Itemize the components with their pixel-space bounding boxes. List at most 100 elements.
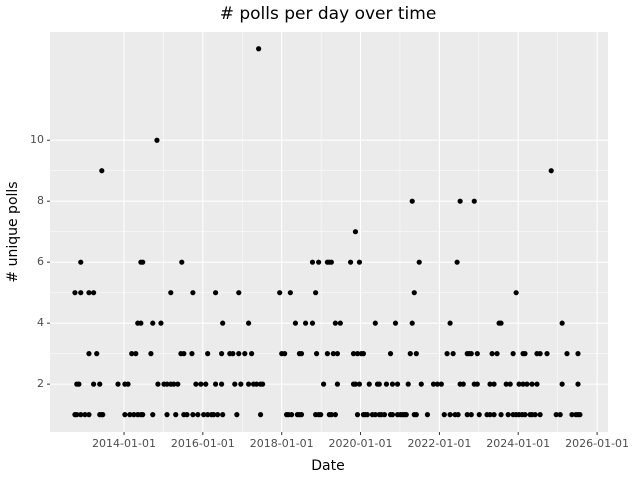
point [334, 381, 341, 387]
point [154, 137, 160, 143]
point [430, 381, 437, 387]
point [522, 351, 528, 357]
point [138, 320, 144, 326]
point [372, 412, 378, 418]
point [476, 412, 482, 418]
point [190, 290, 196, 296]
x-tick-label: 2016-01-01 [171, 437, 235, 450]
point [257, 412, 264, 418]
point [352, 229, 359, 235]
point [298, 351, 305, 357]
point [524, 381, 530, 387]
point [91, 381, 97, 387]
point [510, 351, 516, 357]
x-tick-label: 2014-01-01 [92, 437, 156, 450]
point [347, 259, 354, 265]
point [520, 381, 526, 387]
point [288, 412, 295, 418]
point [78, 412, 84, 418]
point [498, 320, 504, 326]
point [164, 381, 170, 387]
point [125, 381, 131, 387]
point [468, 351, 474, 357]
point [230, 351, 236, 357]
point [575, 351, 581, 357]
x-axis-label: Date [311, 458, 344, 474]
point [313, 351, 320, 357]
point [133, 351, 139, 357]
point [503, 381, 509, 387]
point [282, 351, 288, 357]
x-tick-label: 2026-01-01 [565, 437, 629, 450]
point [220, 320, 226, 326]
point [140, 412, 146, 418]
point [203, 381, 209, 387]
point [94, 351, 100, 357]
point [97, 381, 103, 387]
point [569, 412, 575, 418]
point [381, 412, 388, 418]
point [193, 381, 199, 387]
point [409, 198, 415, 204]
point [287, 290, 293, 296]
point [260, 381, 266, 387]
point [232, 381, 238, 387]
point [190, 412, 196, 418]
point [256, 46, 262, 52]
point [487, 381, 493, 387]
point [575, 381, 581, 387]
point [309, 259, 316, 265]
point [491, 381, 497, 387]
x-tick-label: 2018-01-01 [250, 437, 314, 450]
point [383, 381, 390, 387]
point [236, 290, 242, 296]
point [564, 351, 570, 357]
point [212, 290, 219, 296]
point [211, 412, 217, 418]
point [234, 412, 240, 418]
point [309, 320, 316, 326]
chart-title: # polls per day over time [220, 4, 437, 24]
point [313, 290, 319, 296]
point [82, 412, 88, 418]
point [407, 351, 413, 357]
point [364, 412, 370, 418]
point [513, 290, 519, 296]
point [537, 351, 543, 357]
point [356, 259, 363, 265]
x-tick-label: 2020-01-01 [329, 437, 393, 450]
y-tick-label: 2 [37, 377, 44, 390]
point [321, 381, 327, 387]
y-axis-label: # unique polls [5, 181, 21, 282]
point [434, 381, 440, 387]
point [78, 290, 84, 296]
point [489, 351, 495, 357]
point [507, 381, 513, 387]
point [411, 290, 417, 296]
point [212, 381, 219, 387]
point [413, 412, 419, 418]
point [559, 320, 565, 326]
point [86, 351, 92, 357]
y-tick-label: 6 [37, 255, 44, 268]
point [468, 412, 474, 418]
point [298, 412, 305, 418]
point [553, 412, 559, 418]
point [418, 381, 424, 387]
point [238, 381, 244, 387]
point [354, 412, 361, 418]
point [389, 381, 396, 387]
point [168, 290, 174, 296]
point [494, 351, 500, 357]
point [537, 412, 543, 418]
point [74, 412, 80, 418]
point [76, 381, 82, 387]
point [189, 351, 195, 357]
point [330, 351, 336, 357]
point [389, 412, 396, 418]
point [245, 381, 252, 387]
point [532, 412, 538, 418]
point [181, 351, 187, 357]
point [491, 412, 497, 418]
